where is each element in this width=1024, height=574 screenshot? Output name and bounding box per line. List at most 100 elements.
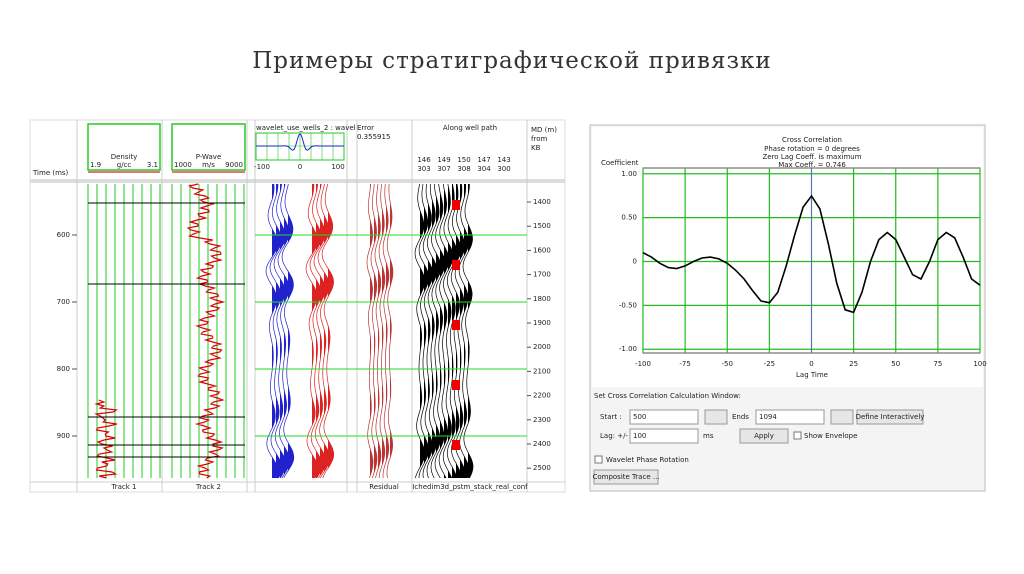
- time-tick-label: 700: [57, 298, 70, 306]
- define-button[interactable]: [856, 409, 924, 425]
- x-tick-label: 25: [849, 360, 858, 368]
- depth-tick-label: 1700: [533, 271, 551, 279]
- chart-annotation: Max Coeff. = 0.746: [778, 161, 846, 169]
- track-name: Density: [111, 153, 138, 161]
- x-axis-label: Lag Time: [796, 371, 828, 379]
- depth-tick-label: 1500: [533, 222, 551, 230]
- trace: [458, 183, 470, 479]
- wavelet-tick-label: -100: [254, 163, 270, 171]
- pwave-log: [186, 183, 226, 479]
- trace-fill: [288, 184, 294, 478]
- error-label: Error: [357, 124, 374, 132]
- x-tick-label: -50: [722, 360, 733, 368]
- depth-tick-label: 2200: [533, 392, 551, 400]
- time-tick-label: 600: [57, 231, 70, 239]
- trace-fill: [468, 184, 473, 478]
- trace: [430, 183, 442, 479]
- depth-tick-label: 1600: [533, 246, 551, 254]
- track-min: 1000: [174, 161, 192, 169]
- track-min: 1.9: [90, 161, 101, 169]
- depth-tick-label: 1400: [533, 198, 551, 206]
- trace-number: 303: [417, 165, 430, 173]
- composite-button[interactable]: [593, 469, 659, 485]
- trace: [438, 183, 450, 479]
- define-button-label: Define Interactively: [856, 413, 925, 421]
- ends-value: 1094: [759, 413, 777, 421]
- wavelet-tick-label: 100: [331, 163, 344, 171]
- wavelet-tick-label: 0: [298, 163, 302, 171]
- trace: [426, 183, 438, 479]
- trace: [370, 183, 378, 479]
- track-unit: g/cc: [117, 161, 132, 169]
- start-label: Start :: [600, 413, 622, 421]
- phase-checkbox[interactable]: [594, 455, 603, 464]
- x-tick-label: 75: [933, 360, 942, 368]
- trace-fill: [432, 184, 437, 478]
- trace-fill: [280, 184, 286, 478]
- composite-button-label: Composite Trace ...: [592, 473, 659, 481]
- lag-unit: ms: [703, 432, 714, 440]
- trace-fill: [456, 184, 461, 478]
- trace: [422, 183, 434, 479]
- trace-fill: [390, 184, 393, 478]
- track-header: [87, 123, 161, 171]
- lag-input: [629, 428, 699, 444]
- chart-title: Cross Correlation: [782, 136, 842, 144]
- well-marker: [452, 260, 460, 270]
- apply-button[interactable]: [739, 428, 789, 444]
- trace-fill: [312, 184, 318, 478]
- trace: [374, 183, 382, 479]
- start-input: [629, 409, 699, 425]
- chart-annotation: Phase rotation = 0 degrees: [764, 145, 860, 153]
- depth-tick-label: 2300: [533, 416, 551, 424]
- trace-number: 150: [457, 156, 470, 164]
- trace: [305, 184, 319, 479]
- track-footer: Track 2: [195, 483, 221, 491]
- section-label: Set Cross Correlation Calculation Window…: [594, 392, 741, 400]
- trace: [382, 183, 390, 479]
- trace: [418, 183, 430, 479]
- track-max: 3.1: [147, 161, 158, 169]
- track-footer: Track 1: [111, 483, 137, 491]
- x-tick-label: 50: [891, 360, 900, 368]
- depth-label: from: [531, 135, 547, 143]
- depth-tick-label: 2000: [533, 343, 551, 351]
- trace: [442, 183, 454, 479]
- dropdown[interactable]: [830, 409, 854, 425]
- trace-number: 149: [437, 156, 450, 164]
- depth-label: KB: [531, 144, 541, 152]
- y-tick-label: -0.50: [619, 301, 637, 309]
- density-log: [94, 399, 119, 479]
- trace-number: 304: [477, 165, 491, 173]
- trace-fill: [276, 184, 282, 478]
- envelope-checkbox[interactable]: [793, 431, 802, 440]
- y-tick-label: 0: [633, 258, 637, 266]
- trace-fill: [284, 184, 290, 478]
- residual-footer: Residual: [369, 483, 399, 491]
- trace-number: 307: [437, 165, 450, 173]
- trace-fill: [444, 184, 449, 478]
- dropdown[interactable]: [704, 409, 728, 425]
- well-marker: [452, 200, 460, 210]
- ends-label: Ends: [732, 413, 749, 421]
- trace-fill: [452, 184, 457, 478]
- trace-number: 300: [497, 165, 510, 173]
- track-unit: m/s: [202, 161, 215, 169]
- trace-number: 147: [477, 156, 490, 164]
- track-name: P-Wave: [196, 153, 222, 161]
- depth-tick-label: 2500: [533, 464, 551, 472]
- error-value: 0.355915: [357, 133, 390, 141]
- time-tick-label: 900: [57, 432, 70, 440]
- time-tick-label: 800: [57, 365, 70, 373]
- trace: [281, 183, 295, 479]
- trace: [366, 183, 374, 479]
- x-tick-label: 0: [809, 360, 813, 368]
- x-tick-label: 100: [973, 360, 986, 368]
- trace: [414, 183, 426, 479]
- phase-label: Wavelet Phase Rotation: [606, 456, 689, 464]
- depth-label: MD (m): [531, 126, 557, 134]
- ends-input: [755, 409, 825, 425]
- trace-number: 146: [417, 156, 431, 164]
- trace-fill: [428, 184, 433, 478]
